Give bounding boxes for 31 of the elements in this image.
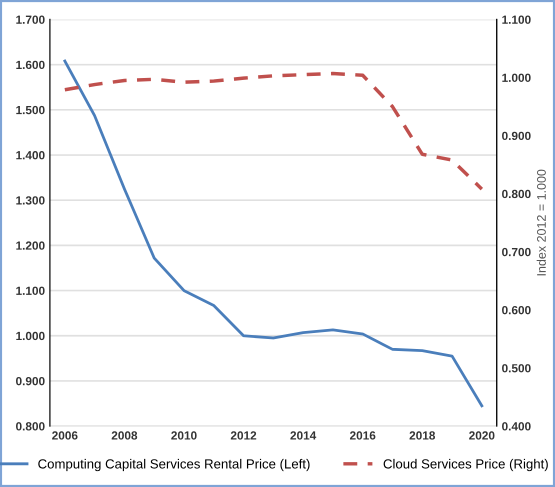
x-tick-label: 2020 xyxy=(469,431,494,440)
x-tick-label: 2018 xyxy=(410,431,436,440)
y-tick-label: 1.600 xyxy=(16,60,45,70)
x-tick-label: 2008 xyxy=(112,431,138,440)
y2-tick-label: 0.600 xyxy=(502,306,531,314)
y2-axis-title: Index 2012 = 1.000 xyxy=(536,170,546,276)
y2-tick-label: 0.500 xyxy=(502,364,531,372)
x-tick-label: 2006 xyxy=(52,431,78,440)
x-tick-label: 2014 xyxy=(290,431,316,440)
legend-label: Computing Capital Services Rental Price (Left) xyxy=(38,458,310,472)
y-tick-label: 1.000 xyxy=(16,332,45,340)
x-tick-label: 2016 xyxy=(350,431,376,440)
y2-tick-label: 0.900 xyxy=(502,132,531,140)
y2-tick-label: 0.700 xyxy=(502,248,531,256)
x-tick-label: 2012 xyxy=(230,431,256,440)
y-tick-label: 0.900 xyxy=(16,376,45,386)
y-tick-label: 1.300 xyxy=(16,196,45,205)
y-tick-label: 1.700 xyxy=(16,16,45,24)
y-tick-label: 0.800 xyxy=(16,422,45,431)
y2-tick-label: 0.400 xyxy=(502,422,531,431)
y2-tick-label: 0.800 xyxy=(502,190,531,198)
line-series xyxy=(63,72,484,191)
y2-tick-label: 1.100 xyxy=(502,16,531,24)
legend-label: Cloud Services Price (Right) xyxy=(384,458,548,472)
y-tick-label: 1.400 xyxy=(16,151,45,160)
y2-tick-label: 1.000 xyxy=(502,74,531,82)
y-tick-label: 1.100 xyxy=(16,286,45,295)
y-tick-label: 1.200 xyxy=(16,241,45,250)
x-tick-label: 2010 xyxy=(171,431,197,440)
y-tick-label: 1.500 xyxy=(16,106,45,114)
line-series xyxy=(63,60,484,408)
